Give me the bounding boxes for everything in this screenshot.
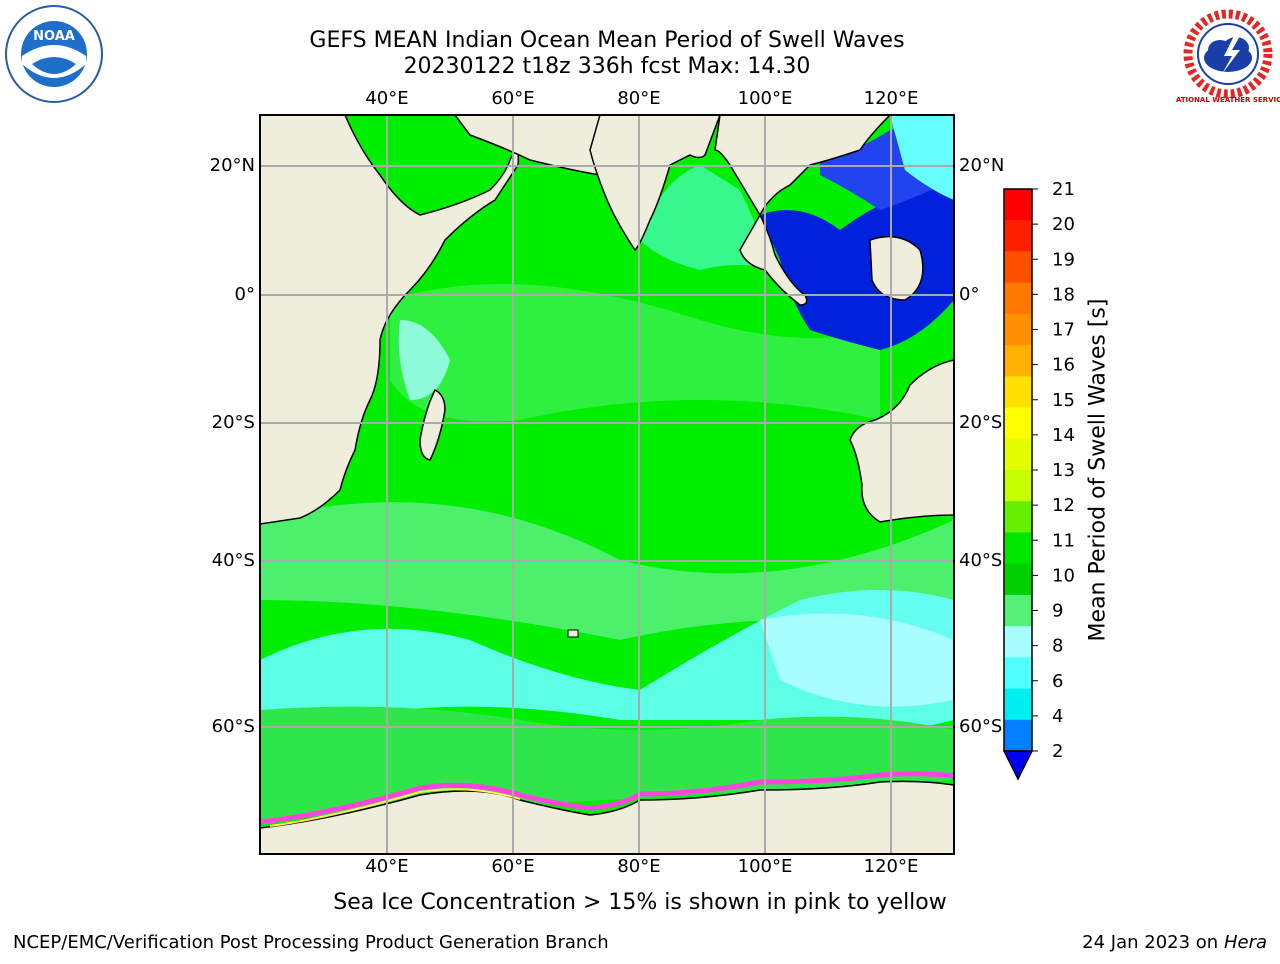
lat-label-right: 20°S: [959, 412, 1003, 433]
ocean-south-green: [260, 706, 954, 820]
lat-label-right: 20°N: [959, 155, 1005, 176]
lat-label-left: 40°S: [211, 550, 255, 571]
lon-label-top: 100°E: [737, 88, 793, 109]
lon-label-bottom: 40°E: [365, 856, 409, 877]
nws-logo-text: NATIONAL WEATHER SERVICE: [1176, 96, 1280, 104]
chart-title: GEFS MEAN Indian Ocean Mean Period of Sw…: [309, 28, 905, 53]
nws-logo: NATIONAL WEATHER SERVICE: [1170, 2, 1280, 106]
lat-label-right: 60°S: [959, 716, 1003, 737]
land-kerguelen: [567, 629, 579, 638]
lat-label-right: 40°S: [959, 550, 1003, 571]
land-malay: [739, 213, 808, 306]
footer-date: 24 Jan 2023 on Hera: [1082, 932, 1267, 953]
sea-ice-yellow: [269, 788, 521, 827]
land-antarctica: [260, 780, 954, 854]
lat-label-left: 20°N: [209, 155, 255, 176]
chart-subtitle: 20230122 t18z 336h fcst Max: 14.30: [403, 54, 811, 79]
lon-label-bottom: 100°E: [737, 856, 793, 877]
lon-label-bottom: 120°E: [863, 856, 919, 877]
footer-host: Hera: [1223, 932, 1267, 953]
mozambique-cyan: [398, 320, 450, 400]
land-india: [589, 115, 721, 252]
map-frame: [259, 114, 955, 855]
sea-ice-note: Sea Ice Concentration > 15% is shown in …: [333, 890, 947, 915]
lon-label-bottom: 80°E: [617, 856, 661, 877]
shallow-seas: [760, 180, 954, 350]
lat-label-left: 20°S: [211, 412, 255, 433]
footer-date-text: 24 Jan 2023 on: [1082, 932, 1219, 953]
land-australia: [849, 359, 954, 523]
lon-label-top: 60°E: [491, 88, 535, 109]
colorbar-label: Mean Period of Swell Waves [s]: [1085, 298, 1111, 642]
lat-label-left: 60°S: [211, 716, 255, 737]
land-borneo: [869, 235, 924, 301]
noaa-logo-text: NOAA: [33, 29, 75, 44]
footer-credit: NCEP/EMC/Verification Post Processing Pr…: [13, 932, 609, 953]
lat-label-right: 0°: [959, 284, 980, 305]
lon-label-top: 120°E: [863, 88, 919, 109]
lon-label-top: 40°E: [365, 88, 409, 109]
lon-label-top: 80°E: [617, 88, 661, 109]
land-africa: [260, 115, 520, 525]
ocean-light-band: [260, 502, 954, 640]
ocean-lightcyan-patch: [760, 613, 954, 707]
bengal-cyan: [640, 165, 770, 270]
sea-ice-edge: [260, 771, 954, 825]
graticule: [260, 115, 954, 854]
lon-label-bottom: 60°E: [491, 856, 535, 877]
noaa-logo: NOAA: [4, 4, 104, 104]
pacific-cyan: [890, 115, 954, 200]
lat-label-left: 0°: [234, 284, 255, 305]
